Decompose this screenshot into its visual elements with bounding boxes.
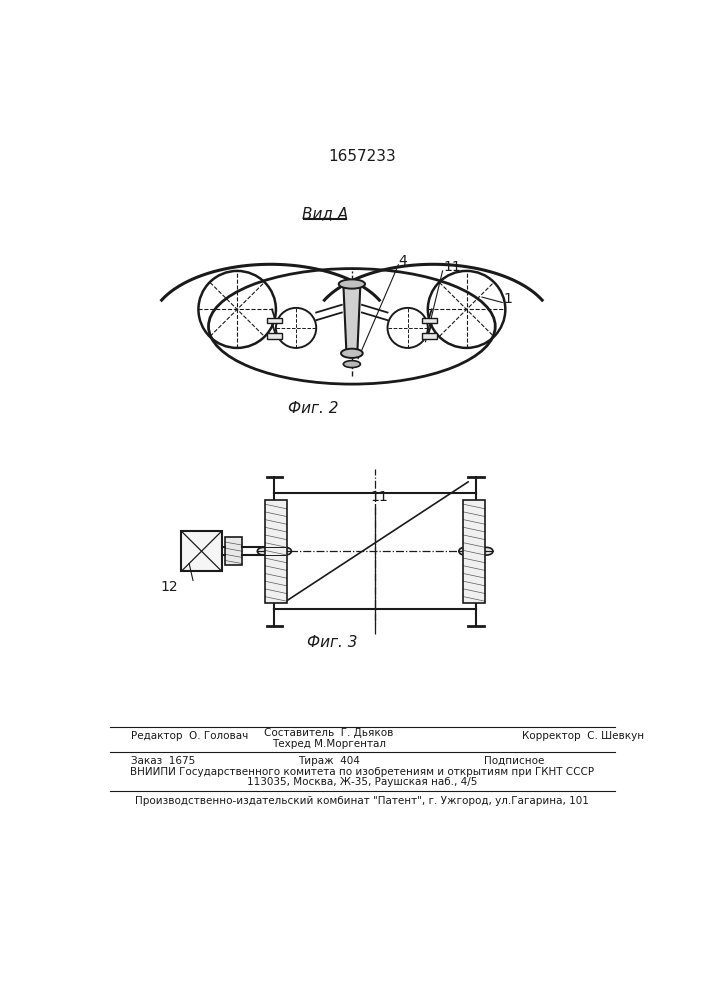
Text: 11: 11	[443, 260, 461, 274]
Bar	[225, 537, 242, 565]
Ellipse shape	[279, 547, 291, 555]
Bar	[182, 531, 222, 571]
Ellipse shape	[459, 547, 472, 555]
Bar	[265, 500, 287, 603]
Ellipse shape	[257, 547, 270, 555]
Text: Тираж  404: Тираж 404	[298, 756, 360, 766]
Text: 1657233: 1657233	[328, 149, 396, 164]
Text: Вид А: Вид А	[302, 206, 348, 221]
Ellipse shape	[481, 547, 493, 555]
Ellipse shape	[339, 279, 365, 289]
Bar	[421, 333, 437, 339]
Text: Производственно-издательский комбинат "Патент", г. Ужгород, ул.Гагарина, 101: Производственно-издательский комбинат "П…	[135, 796, 589, 806]
Ellipse shape	[344, 361, 361, 368]
Text: Корректор  С. Шевкун: Корректор С. Шевкун	[522, 731, 645, 741]
Polygon shape	[344, 284, 361, 353]
Bar	[421, 318, 437, 323]
Text: Заказ  1675: Заказ 1675	[131, 756, 195, 766]
Text: 113035, Москва, Ж-35, Раушская наб., 4/5: 113035, Москва, Ж-35, Раушская наб., 4/5	[247, 777, 477, 787]
Text: Фиг. 3: Фиг. 3	[308, 635, 358, 650]
Text: 12: 12	[161, 580, 179, 594]
Bar	[267, 333, 282, 339]
Text: 11: 11	[370, 490, 388, 504]
Text: 1: 1	[504, 292, 513, 306]
Bar	[267, 318, 282, 323]
Text: Фиг. 2: Фиг. 2	[288, 401, 339, 416]
Ellipse shape	[341, 349, 363, 358]
Text: Составитель  Г. Дьяков: Составитель Г. Дьяков	[264, 728, 393, 738]
Text: Подписное: Подписное	[484, 756, 544, 766]
Text: Техред М.Моргентал: Техред М.Моргентал	[271, 739, 385, 749]
Bar	[464, 500, 485, 603]
Text: ВНИИПИ Государственного комитета по изобретениям и открытиям при ГКНТ СССР: ВНИИПИ Государственного комитета по изоб…	[130, 767, 594, 777]
Text: Редактор  О. Головач: Редактор О. Головач	[131, 731, 248, 741]
Text: 4: 4	[398, 254, 407, 268]
